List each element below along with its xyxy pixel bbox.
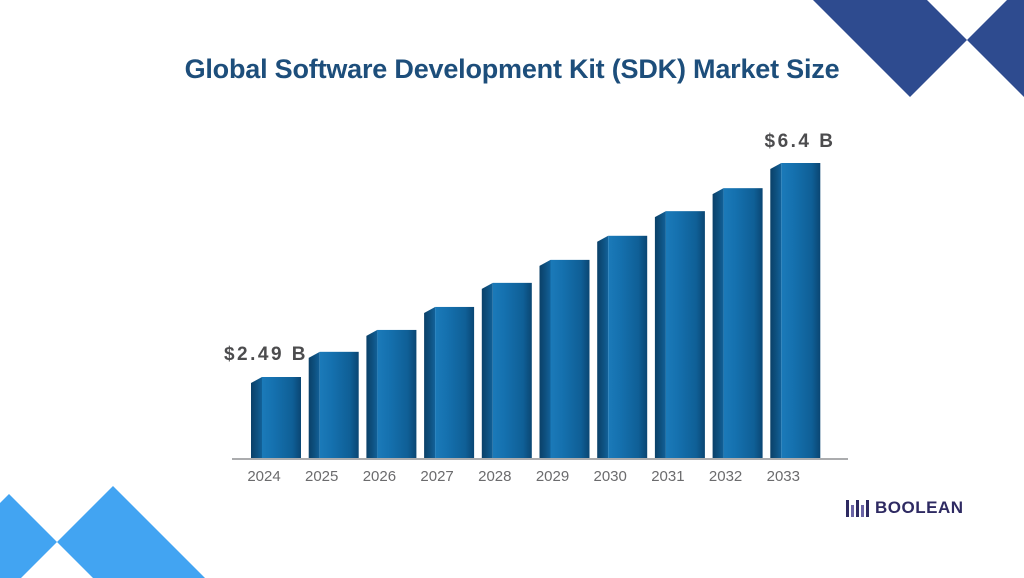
x-axis-label-2030: 2030 (594, 468, 627, 485)
bar-front-face (377, 329, 417, 458)
bar-side-face (597, 235, 609, 458)
bar-side-face (539, 259, 551, 458)
bar-2025 (308, 351, 359, 458)
bar-side-face (712, 188, 724, 459)
bar-side-face (424, 306, 436, 458)
bar-front-face (435, 306, 475, 458)
bar-2027 (424, 306, 475, 458)
bar-side-face (366, 329, 378, 458)
x-axis-label-2028: 2028 (478, 468, 511, 485)
bar-side-face (654, 211, 666, 458)
bar-front-face (492, 282, 532, 458)
logo-text: BOOLEAN (875, 498, 964, 517)
bar-front-face (550, 259, 590, 458)
bar-2024 (251, 377, 301, 458)
x-axis-label-2031: 2031 (651, 468, 684, 485)
bar-front-face (723, 188, 763, 459)
bar-side-face (481, 282, 493, 458)
x-axis-label-2025: 2025 (305, 468, 338, 485)
bar-2031 (654, 211, 705, 458)
x-axis-label-2026: 2026 (363, 468, 396, 485)
value-label-2033: $6.4 B (764, 131, 836, 152)
boolean-logo: BOOLEAN (846, 498, 964, 518)
bar-2026 (366, 329, 417, 458)
x-axis-label-2024: 2024 (247, 468, 280, 485)
bar-side-face (308, 351, 320, 458)
bar-2028 (481, 282, 532, 458)
bar-2032 (712, 188, 763, 459)
bar-2029 (539, 259, 590, 458)
bar-front-face (262, 377, 301, 458)
x-axis-label-2027: 2027 (420, 468, 453, 485)
bar-front-face (608, 235, 648, 458)
x-axis-label-2029: 2029 (536, 468, 569, 485)
x-axis-label-2033: 2033 (767, 468, 800, 485)
barcode-bars-icon (846, 499, 869, 517)
chart-title: Global Software Development Kit (SDK) Ma… (184, 54, 840, 84)
bar-2033 (770, 163, 821, 458)
bar-side-face (251, 377, 262, 458)
bar-side-face (770, 163, 782, 458)
value-label-2024: $2.49 B (223, 344, 309, 365)
bar-2030 (597, 235, 648, 458)
x-axis-label-2032: 2032 (709, 468, 742, 485)
bar-front-face (665, 211, 705, 458)
bar-front-face (781, 163, 821, 458)
bar-front-face (319, 351, 359, 458)
